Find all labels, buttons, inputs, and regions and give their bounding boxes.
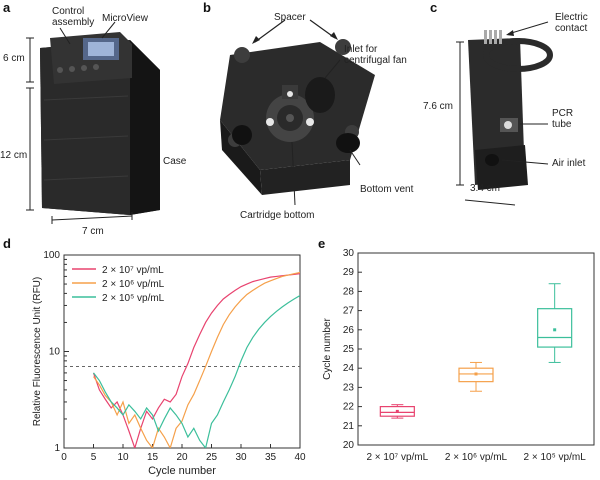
- y-axis-label: Cycle number: [322, 317, 333, 379]
- spacer-left: [234, 47, 250, 63]
- label-spacer: Spacer: [274, 12, 306, 23]
- label-height-main: 12 cm: [0, 150, 28, 161]
- panel-letter-a: a: [3, 0, 11, 15]
- bottom-vent: [336, 133, 360, 153]
- y-tick-label: 28: [343, 286, 355, 297]
- label-height-top: 6 cm: [3, 53, 25, 64]
- y-tick-label: 27: [343, 306, 355, 317]
- plot-frame: [63, 254, 301, 449]
- x-tick-label: 35: [265, 452, 277, 463]
- x-tick-label: 30: [235, 452, 247, 463]
- spacer-right: [335, 39, 351, 55]
- y-tick-label: 10: [49, 347, 61, 358]
- y-tick-label: 23: [343, 382, 355, 393]
- legend-label: 2 × 10⁶ vp/mL: [102, 279, 165, 290]
- x-category-label: 2 × 10⁷ vp/mL: [366, 452, 428, 463]
- electric-contact: [484, 30, 487, 44]
- chart-e-boxplot: 20 21 22 23 24 25 26 27 28 29 30 2 × 10⁷ vp/mL 2 × 1…: [322, 248, 595, 463]
- box-iqr: [537, 308, 573, 348]
- series-line-2: [93, 295, 300, 448]
- y-tick-label: 29: [343, 267, 355, 278]
- y-axis-label: Relative Fluorescence Unit (RFU): [32, 277, 43, 427]
- cartridge-front: [260, 160, 350, 195]
- x-tick-label: 15: [147, 452, 159, 463]
- x-category-label: 2 × 10⁶ vp/mL: [445, 452, 508, 463]
- x-tick-label: 0: [61, 452, 67, 463]
- legend-label: 2 × 10⁷ vp/mL: [102, 265, 164, 276]
- y-tick-label: 24: [343, 363, 355, 374]
- legend-label: 2 × 10⁵ vp/mL: [102, 293, 165, 304]
- label-holder-width: 3.4 cm: [470, 183, 501, 194]
- label-width: 7 cm: [82, 226, 104, 237]
- label-control-assembly: Control assembly: [52, 6, 95, 28]
- y-tick-label: 25: [343, 344, 355, 355]
- label-bottom-vent: Bottom vent: [360, 184, 414, 195]
- y-tick-label: 20: [343, 440, 355, 451]
- y-tick-label: 30: [343, 248, 355, 259]
- box-mean: [474, 372, 478, 376]
- panel-c-holder-photo: [456, 21, 553, 206]
- panel-letter-c: c: [430, 0, 438, 15]
- y-tick-label: 22: [343, 402, 355, 413]
- panel-letter-d: d: [3, 236, 11, 251]
- x-category-label: 2 × 10⁵ vp/mL: [524, 452, 587, 463]
- y-tick-label: 21: [343, 421, 355, 432]
- case-side-face: [130, 40, 160, 215]
- box-iqr: [458, 367, 494, 383]
- y-tick-label: 100: [43, 250, 60, 261]
- panel-b-cartridge-photo: [220, 19, 375, 206]
- label-inlet-fan: Inlet for centrifugal fan: [344, 44, 407, 66]
- x-axis-label: Cycle number: [148, 465, 216, 477]
- box-mean: [553, 328, 557, 332]
- x-tick-label: 5: [91, 452, 97, 463]
- y-tick-label: 26: [343, 325, 355, 336]
- series-line-1: [93, 271, 300, 448]
- label-cartridge-bottom: Cartridge bottom: [240, 210, 315, 221]
- label-air-inlet: Air inlet: [552, 158, 586, 169]
- y-tick-label: 1: [54, 443, 60, 454]
- label-pcr-tube: PCR tube: [552, 108, 574, 130]
- chart-d-amplification: 0 5 10 15 20 25 30 35 40 1 10 100 2 × 10⁷ vp/mL 2 × 1…: [32, 250, 306, 477]
- label-case: Case: [163, 156, 187, 167]
- label-microview: MicroView: [102, 13, 148, 24]
- box-mean: [395, 409, 399, 413]
- case-front-face: [40, 40, 130, 215]
- label-electric-contact: Electric contact: [555, 12, 588, 34]
- x-tick-label: 25: [206, 452, 218, 463]
- label-holder-height: 7.6 cm: [423, 101, 454, 112]
- panel-letter-b: b: [203, 0, 211, 15]
- x-tick-label: 20: [176, 452, 188, 463]
- panel-letter-e: e: [318, 236, 326, 251]
- fan-inlet: [305, 77, 335, 113]
- box-iqr: [379, 406, 415, 417]
- x-tick-label: 40: [294, 452, 306, 463]
- panel-a-device-photo: [26, 21, 160, 224]
- series-line-0: [92, 273, 300, 448]
- air-inlet: [485, 154, 499, 166]
- x-tick-label: 10: [117, 452, 129, 463]
